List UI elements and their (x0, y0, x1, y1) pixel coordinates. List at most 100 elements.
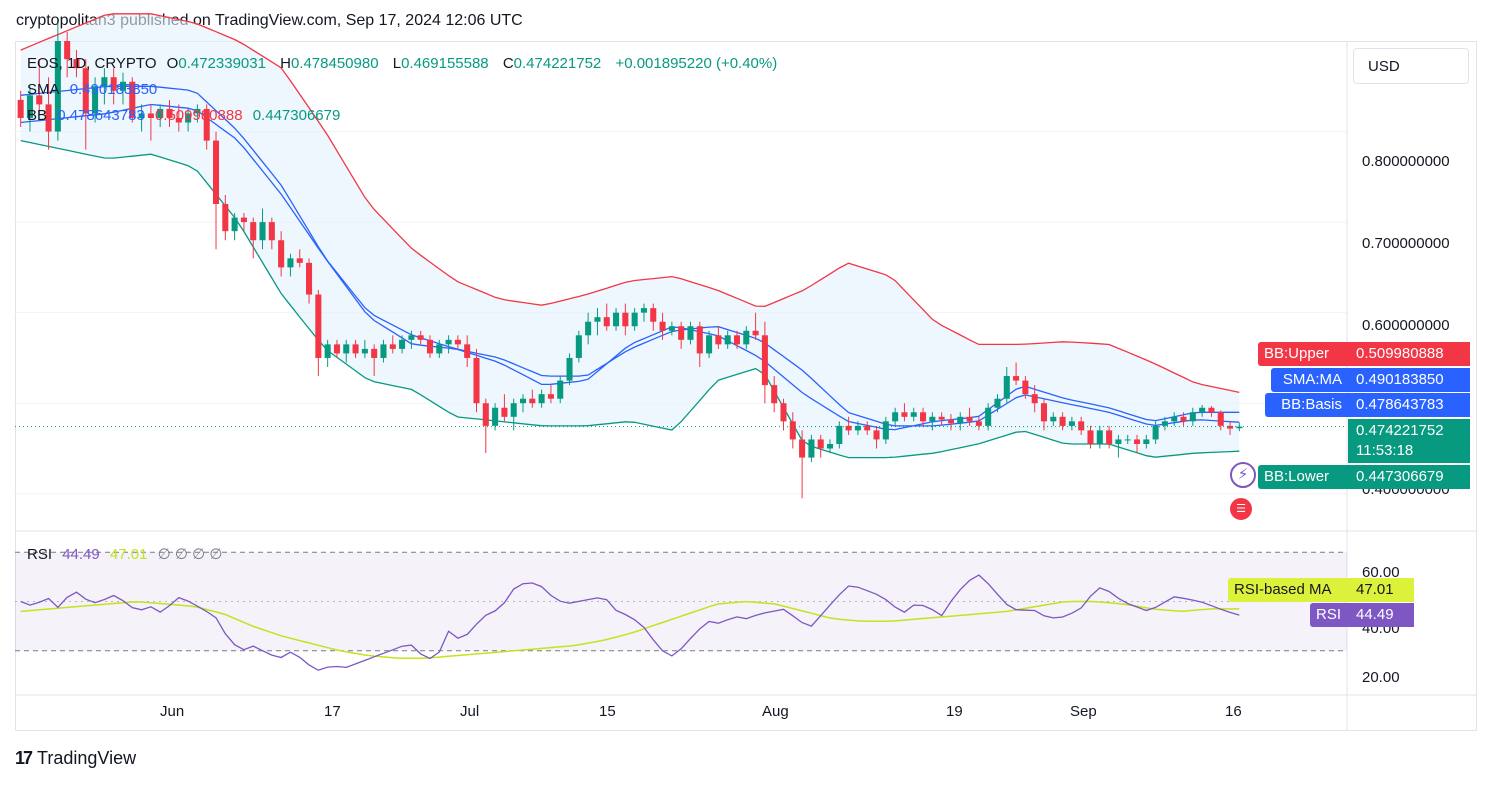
close-label: C (502, 55, 514, 72)
candle-body (73, 59, 80, 69)
candle-body (445, 339, 452, 345)
bar-countdown: 11:53:18 (1356, 442, 1414, 459)
candle-body (854, 425, 861, 431)
rsi-legend[interactable]: RSI 44.49 47.01 ∅ ∅ ∅ ∅ (27, 545, 228, 563)
candle-body (464, 344, 471, 358)
candle-body (1106, 430, 1113, 444)
candle-body (892, 412, 899, 422)
rsi-tag-label: RSI (1310, 603, 1348, 627)
candle-body (1068, 421, 1075, 426)
candle-body (529, 398, 536, 404)
last-price-value: 0.474221752 (1356, 422, 1444, 439)
candle-body (287, 258, 294, 268)
candle-body (761, 335, 768, 386)
time-axis-label: Aug (762, 703, 789, 720)
candle-body (687, 326, 694, 340)
candle-body (343, 344, 350, 354)
candle-body (715, 335, 722, 345)
candle-body (938, 416, 945, 420)
candle-body (492, 407, 499, 426)
candle-body (1236, 426, 1243, 429)
us-flag-icon[interactable]: ☰ (1228, 496, 1254, 522)
candle-body (1152, 425, 1159, 440)
bb-upper-tag-label: BB:Upper (1258, 342, 1348, 366)
candle-body (315, 294, 322, 358)
candle-body (324, 344, 331, 358)
bb-legend[interactable]: BB 0.478643783 0.509980888 0.447306679 (27, 107, 346, 124)
rsi-axis-label: 20.00 (1362, 669, 1400, 686)
tradingview-brand: TradingView (37, 748, 137, 768)
candle-body (1133, 439, 1141, 444)
candle-body (1087, 430, 1094, 444)
ohlc-legend: EOS, 1D, CRYPTO O0.472339031 H0.47845098… (27, 55, 783, 72)
time-axis-label: 16 (1225, 703, 1242, 720)
last-price-tag: 0.474221752 11:53:18 (1348, 419, 1470, 463)
candle-body (1208, 407, 1215, 413)
candle-body (603, 317, 610, 327)
bb-basis-tag-label: BB:Basis (1265, 393, 1348, 417)
open-label: O (166, 55, 179, 72)
rsi-ma-line (20, 600, 1240, 659)
candle-body (1171, 416, 1178, 422)
close-value: 0.474221752 (513, 55, 602, 72)
candle-body (1059, 416, 1066, 426)
rsi-value: 44.49 (62, 546, 100, 563)
candle-body (371, 348, 378, 358)
candle-body (808, 439, 815, 458)
symbol-label[interactable]: EOS, 1D, CRYPTO (27, 55, 157, 72)
tradingview-logo[interactable]: 17 TradingView (15, 748, 136, 769)
candle-body (119, 81, 127, 91)
candle-body (473, 357, 480, 404)
candle-body (157, 108, 164, 118)
candle-body (1161, 421, 1168, 426)
candle-body (678, 326, 685, 340)
candle-body (26, 95, 33, 118)
price-axis-label: 0.800000000 (1362, 153, 1450, 170)
candle-body (1124, 439, 1131, 441)
candle-body (482, 403, 489, 426)
rsi-extra-values: ∅ ∅ ∅ ∅ (157, 546, 223, 563)
bb-basis-value: 0.478643783 (57, 107, 145, 124)
lightning-icon[interactable]: ⚡ (1230, 462, 1256, 488)
bb-basis-tag-value: 0.478643783 (1348, 393, 1470, 417)
candle-body (566, 357, 573, 381)
candle-body (613, 312, 620, 327)
bb-lower-line (20, 139, 1240, 459)
candle-body (268, 222, 275, 241)
candle-body (901, 412, 908, 417)
candle-body (36, 95, 43, 105)
candle-body (17, 99, 24, 118)
candle-body (436, 344, 443, 354)
candle-body (575, 335, 582, 358)
currency-button[interactable]: USD (1353, 48, 1469, 84)
candle-body (92, 86, 99, 114)
price-axis-label: 0.600000000 (1362, 317, 1450, 334)
candle-body (1040, 403, 1048, 422)
sma-legend[interactable]: SMA 0.490183850 (27, 81, 163, 98)
candle-body (910, 412, 917, 417)
rsi-axis-label: 60.00 (1362, 564, 1400, 581)
high-value: 0.478450980 (290, 55, 379, 72)
candle-body (836, 425, 843, 444)
low-label: L (392, 55, 402, 72)
candle-body (994, 398, 1001, 408)
candle-body (799, 439, 806, 458)
candle-body (138, 113, 145, 118)
candle-body (231, 217, 238, 232)
sma-tag-value: 0.490183850 (1348, 368, 1470, 392)
time-axis-label: 19 (946, 703, 963, 720)
candle-body (1227, 425, 1234, 429)
sma-label: SMA (27, 81, 60, 98)
candle-body (175, 117, 182, 123)
change-value: +0.001895220 (+0.40%) (615, 55, 778, 72)
candle-body (101, 77, 108, 87)
time-axis-label: Jun (160, 703, 185, 720)
candle-body (1013, 376, 1020, 381)
candle-body (864, 425, 871, 431)
candle-body (631, 312, 638, 327)
candle-body (724, 335, 731, 345)
bb-lower-tag-value: 0.447306679 (1348, 465, 1470, 489)
candle-body (771, 385, 778, 404)
candle-body (966, 416, 973, 422)
